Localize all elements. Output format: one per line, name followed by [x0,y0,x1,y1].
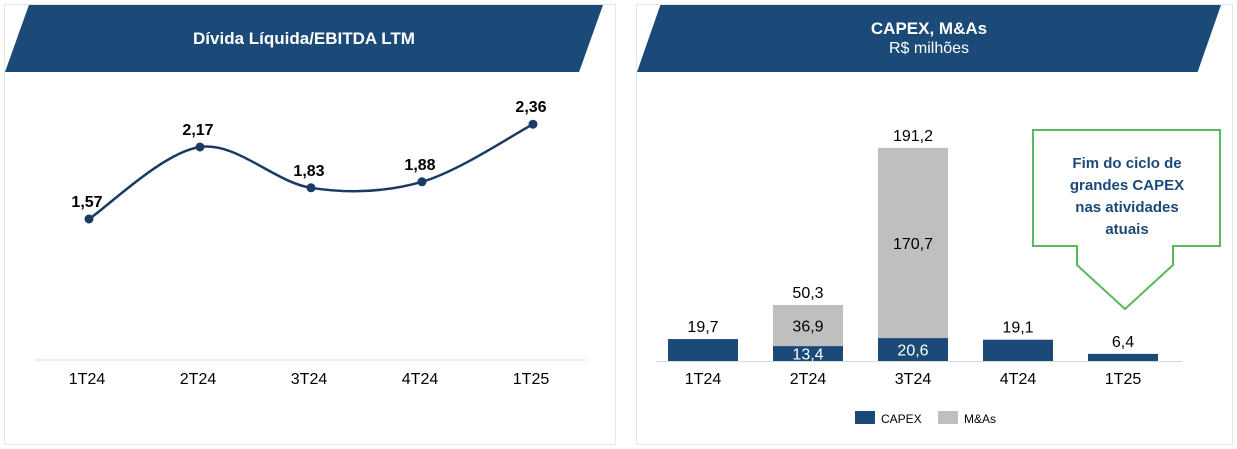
x-tick-4T24: 4T24 [1000,371,1037,388]
data-point-1T25 [528,119,538,129]
x-tick-1T24: 1T24 [685,371,722,388]
data-point-1T24 [84,214,94,224]
bar-total-1T25: 6,4 [1112,334,1134,351]
callout-arrow-shape [1032,129,1221,311]
bar-value-mas-2T24: 36,9 [792,319,823,336]
bar-total-4T24: 19,1 [1002,320,1033,337]
bar-mas-3T24 [878,147,948,339]
data-label-1T25: 2,36 [515,99,546,116]
capex-title: CAPEX, M&As [870,19,988,38]
bar-capex-3T24 [878,338,948,361]
data-point-4T24 [417,177,427,187]
bar-total-1T24: 19,7 [687,319,718,336]
legend-swatch-capex [855,411,875,424]
bar-total-3T24: 191,2 [893,128,933,145]
bar-capex-2T24 [773,346,843,361]
legend-label-capex: CAPEX [881,412,922,426]
capex-callout-text: Fim do ciclo de grandes CAPEX nas ativid… [1069,155,1185,238]
legend-label-mas: M&As [964,412,996,426]
net-debt-banner: Dívida Líquida/EBITDA LTM [5,5,603,72]
capex-bar-chart: 19,7 1T24 13,4 36,9 50,3 2T24 20,6 170,7 191,2 3T… [657,128,1221,426]
net-debt-line-chart: 1,57 1T24 2,17 2T24 1,83 3T24 1,88 4T24 2,36 1T25 [35,99,585,388]
x-tick-2T24: 2T24 [790,371,827,388]
data-label-4T24: 1,88 [404,157,435,174]
bar-total-2T24: 50,3 [792,285,823,302]
bar-value-mas-3T24: 170,7 [893,236,933,253]
x-tick-3T24: 3T24 [895,371,932,388]
x-tick-2T24: 2T24 [180,371,217,388]
x-tick-1T25: 1T25 [513,371,550,388]
data-point-3T24 [306,183,316,193]
capex-subtitle: R$ milhões [888,40,970,57]
data-label-2T24: 2,17 [182,122,213,139]
bar-mas-2T24 [773,304,843,347]
bar-capex-1T24 [668,339,738,361]
net-debt-panel: Dívida Líquida/EBITDA LTM 1,57 1T24 2,17 2T… [4,4,616,445]
x-tick-3T24: 3T24 [291,371,328,388]
x-tick-1T25: 1T25 [1105,371,1142,388]
data-point-2T24 [195,142,205,152]
x-tick-1T24: 1T24 [69,371,106,388]
capex-banner: CAPEX, M&As R$ milhões [637,5,1221,72]
net-debt-title: Dívida Líquida/EBITDA LTM [193,29,415,48]
legend-swatch-mas [938,411,958,424]
bar-value-capex-2T24: 13,4 [792,347,823,364]
data-label-1T24: 1,57 [71,194,102,211]
bar-capex-4T24 [983,339,1053,361]
x-tick-4T24: 4T24 [402,371,439,388]
bar-value-capex-3T24: 20,6 [897,343,928,360]
bar-capex-1T25 [1088,353,1158,361]
capex-panel: CAPEX, M&As R$ milhões 19,7 1T24 13,4 36,9 5… [636,4,1233,445]
data-label-3T24: 1,83 [293,163,324,180]
